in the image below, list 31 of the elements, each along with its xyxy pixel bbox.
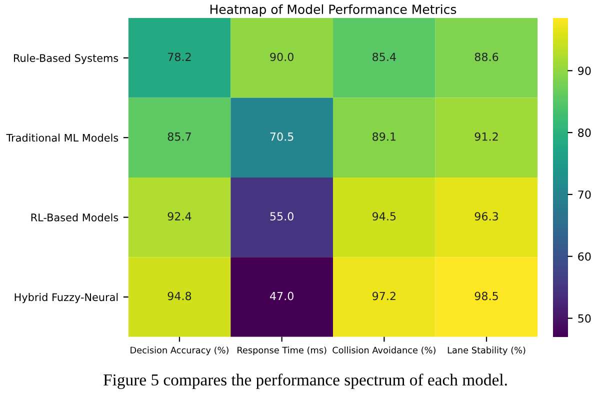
color-bar-label: 90 (578, 66, 591, 76)
data-label: 98.5 (474, 292, 498, 300)
data-label: 94.8 (168, 292, 192, 300)
y-tick-label: Traditional ML Models (6, 134, 118, 142)
data-label: 91.2 (474, 132, 498, 141)
y-tick-label: Rule-Based Systems (14, 54, 118, 64)
data-label: 85.4 (372, 52, 396, 62)
data-label: 92.4 (168, 212, 192, 221)
data-label: 85.7 (168, 132, 191, 141)
color-bar-label: 70 (578, 190, 591, 199)
color-bar-label: 80 (578, 128, 591, 137)
x-tick-label: Response Time (ms) (238, 346, 326, 356)
x-tick-label: Lane Stability (%) (448, 346, 526, 356)
caption: Figure 5 compares the performance spectrum of each model. (104, 374, 507, 389)
x-tick-label: Decision Accuracy (%) (130, 346, 228, 356)
data-label: 88.6 (474, 52, 498, 62)
color-bar-label: 50 (578, 314, 591, 323)
data-label: 97.2 (372, 292, 396, 300)
data-label: 47.0 (270, 292, 294, 300)
color-bar-label: 60 (578, 252, 591, 261)
chart-title: Heatmap of Model Performance Metrics (210, 4, 456, 16)
x-tick-label: Collision Avoidance (%) (332, 346, 436, 354)
data-label: 78.2 (168, 52, 191, 62)
data-label: 90.0 (270, 52, 294, 62)
data-label: 89.1 (372, 132, 396, 141)
data-label: 70.5 (270, 132, 294, 141)
data-label: 96.3 (474, 212, 498, 221)
data-label: 55.0 (270, 212, 294, 221)
y-tick-label: RL-Based Models (31, 213, 118, 222)
y-tick-label: Hybrid Fuzzy-Neural (14, 293, 118, 304)
data-label: 94.5 (372, 212, 396, 221)
